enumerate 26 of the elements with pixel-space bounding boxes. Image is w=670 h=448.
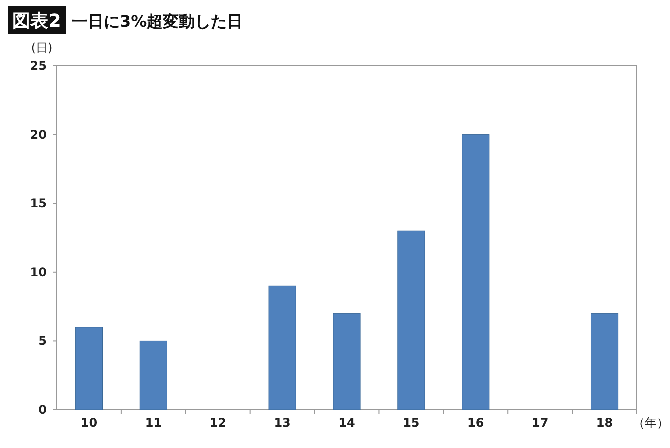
bar bbox=[590, 313, 619, 410]
x-tick-label: 13 bbox=[274, 416, 291, 430]
chart-title: 図表2 bbox=[12, 11, 62, 32]
y-tick-label: 5 bbox=[38, 334, 47, 348]
x-tick-label: 14 bbox=[338, 416, 356, 430]
bar bbox=[333, 313, 361, 410]
bar bbox=[140, 340, 168, 410]
x-tick-label: 16 bbox=[468, 416, 484, 430]
y-axis-title: (日) bbox=[31, 41, 53, 55]
y-tick-label: 10 bbox=[30, 265, 47, 280]
y-tick-label: 25 bbox=[30, 59, 47, 73]
bar bbox=[398, 230, 426, 410]
y-tick-label: 20 bbox=[30, 128, 47, 142]
bar bbox=[462, 134, 490, 410]
x-axis-title: （年） bbox=[633, 416, 669, 430]
x-tick-label: 17 bbox=[532, 416, 549, 430]
x-tick-label: 12 bbox=[210, 416, 226, 430]
x-tick-label: 11 bbox=[145, 416, 162, 430]
x-tick-label: 10 bbox=[80, 416, 98, 430]
y-tick-label: 0 bbox=[38, 403, 47, 417]
chart-subtitle: 一日に3%超変動した日 bbox=[72, 12, 244, 31]
bar bbox=[268, 286, 296, 410]
y-tick-label: 15 bbox=[30, 196, 47, 211]
x-tick-label: 18 bbox=[596, 416, 614, 430]
x-tick-label: 15 bbox=[403, 416, 420, 430]
bar bbox=[75, 327, 104, 410]
